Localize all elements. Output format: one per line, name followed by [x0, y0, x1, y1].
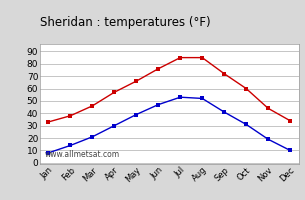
Text: Sheridan : temperatures (°F): Sheridan : temperatures (°F): [40, 16, 210, 29]
Text: www.allmetsat.com: www.allmetsat.com: [45, 150, 120, 159]
